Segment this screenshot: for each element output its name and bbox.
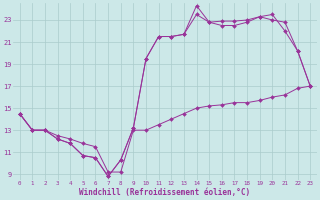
X-axis label: Windchill (Refroidissement éolien,°C): Windchill (Refroidissement éolien,°C) bbox=[79, 188, 251, 197]
